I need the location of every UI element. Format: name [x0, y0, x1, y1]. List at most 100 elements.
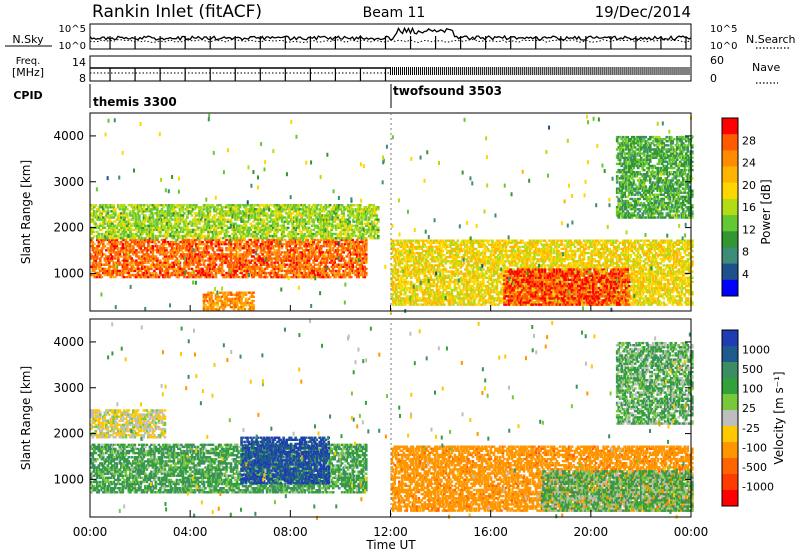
echo-cell — [195, 218, 198, 221]
echo-cell — [129, 212, 132, 215]
echo-cell — [118, 261, 122, 264]
echo-cell — [358, 230, 362, 234]
echo-cell — [267, 265, 270, 268]
echo-cell — [291, 263, 294, 266]
echo-cell — [213, 218, 216, 221]
echo-cell — [205, 269, 209, 273]
echo-cell — [243, 273, 246, 277]
echo-cell — [219, 267, 222, 271]
echo-cell — [354, 216, 358, 219]
echo-cell — [298, 255, 302, 258]
echo-cell — [123, 269, 126, 273]
echo-cell — [364, 261, 368, 264]
echo-cell — [207, 230, 210, 234]
echo-cell — [238, 249, 242, 252]
echo-cell — [244, 228, 248, 232]
echo-cell — [105, 236, 108, 240]
echo-cell — [151, 208, 155, 211]
echo-cell — [154, 226, 158, 230]
echo-cell — [94, 265, 98, 268]
echo-cell — [114, 267, 117, 271]
echo-cell — [243, 293, 246, 296]
echo-cell — [141, 265, 144, 268]
echo-cell — [100, 267, 104, 271]
echo-cell — [360, 234, 364, 238]
echo-cell — [270, 245, 273, 248]
echo-cell — [162, 263, 165, 266]
echo-cell — [141, 240, 144, 244]
echo-cell — [114, 240, 117, 244]
echo-cell — [343, 224, 347, 227]
echo-cell — [234, 267, 237, 271]
echo-cell — [124, 265, 128, 268]
echo-cell — [249, 242, 252, 246]
echo-cell — [306, 226, 309, 230]
echo-cell — [328, 216, 332, 219]
echo-cell — [195, 220, 198, 223]
echo-cell — [231, 297, 234, 301]
echo-cell — [90, 218, 93, 221]
echo-cell — [410, 258, 413, 261]
echo-cell — [407, 264, 410, 267]
echo-cell — [246, 267, 249, 271]
echo-cell — [402, 258, 406, 261]
echo-cell — [392, 286, 395, 290]
echo-cell — [261, 218, 264, 221]
echo-cell — [217, 308, 221, 311]
echo-cell — [404, 274, 407, 277]
echo-cell — [285, 218, 288, 221]
echo-cell — [240, 234, 243, 238]
echo-cell — [171, 265, 174, 268]
echo-cell — [210, 295, 213, 299]
echo-cell — [375, 236, 379, 240]
echo-cell — [354, 242, 358, 246]
echo-cell — [285, 206, 288, 209]
echo-cell — [141, 236, 144, 240]
echo-cell — [151, 271, 155, 275]
echo-cell — [300, 273, 303, 277]
echo-cell — [373, 230, 377, 234]
echo-cell — [291, 218, 294, 221]
echo-cell — [111, 206, 114, 209]
echo-cell — [282, 255, 285, 258]
echo-cell — [300, 259, 303, 262]
echo-cell — [276, 206, 279, 209]
echo-cell — [109, 210, 113, 213]
echo-cell — [246, 255, 249, 258]
echo-cell — [354, 249, 358, 252]
echo-cell — [106, 263, 110, 266]
echo-cell — [91, 269, 95, 273]
echo-cell — [204, 293, 207, 296]
echo-cell — [186, 261, 189, 264]
echo-cell — [253, 271, 257, 275]
echo-cell — [112, 228, 116, 232]
echo-cell — [121, 273, 125, 277]
echo-cell — [198, 269, 201, 273]
echo-cell — [141, 222, 144, 225]
echo-cell — [360, 240, 364, 244]
echo-cell — [282, 216, 285, 219]
echo-cell — [416, 280, 419, 284]
echo-cell — [193, 253, 197, 256]
echo-cell — [124, 259, 128, 262]
echo-cell — [151, 247, 155, 250]
echo-cell — [342, 265, 346, 268]
echo-cell — [252, 232, 255, 236]
echo-cell — [159, 265, 162, 268]
echo-cell — [348, 210, 352, 213]
echo-cell — [238, 293, 242, 296]
echo-cell — [306, 240, 309, 244]
echo-cell — [160, 224, 164, 227]
echo-cell — [310, 273, 314, 277]
echo-cell — [244, 303, 248, 307]
echo-cell — [255, 203, 258, 207]
echo-cell — [300, 212, 303, 215]
echo-cell — [228, 242, 231, 246]
echo-cell — [316, 263, 320, 266]
echo-cell — [195, 232, 198, 236]
echo-cell — [259, 261, 263, 264]
echo-cell — [123, 212, 126, 215]
echo-cell — [416, 251, 419, 255]
echo-cell — [136, 206, 140, 209]
echo-cell — [361, 208, 365, 211]
